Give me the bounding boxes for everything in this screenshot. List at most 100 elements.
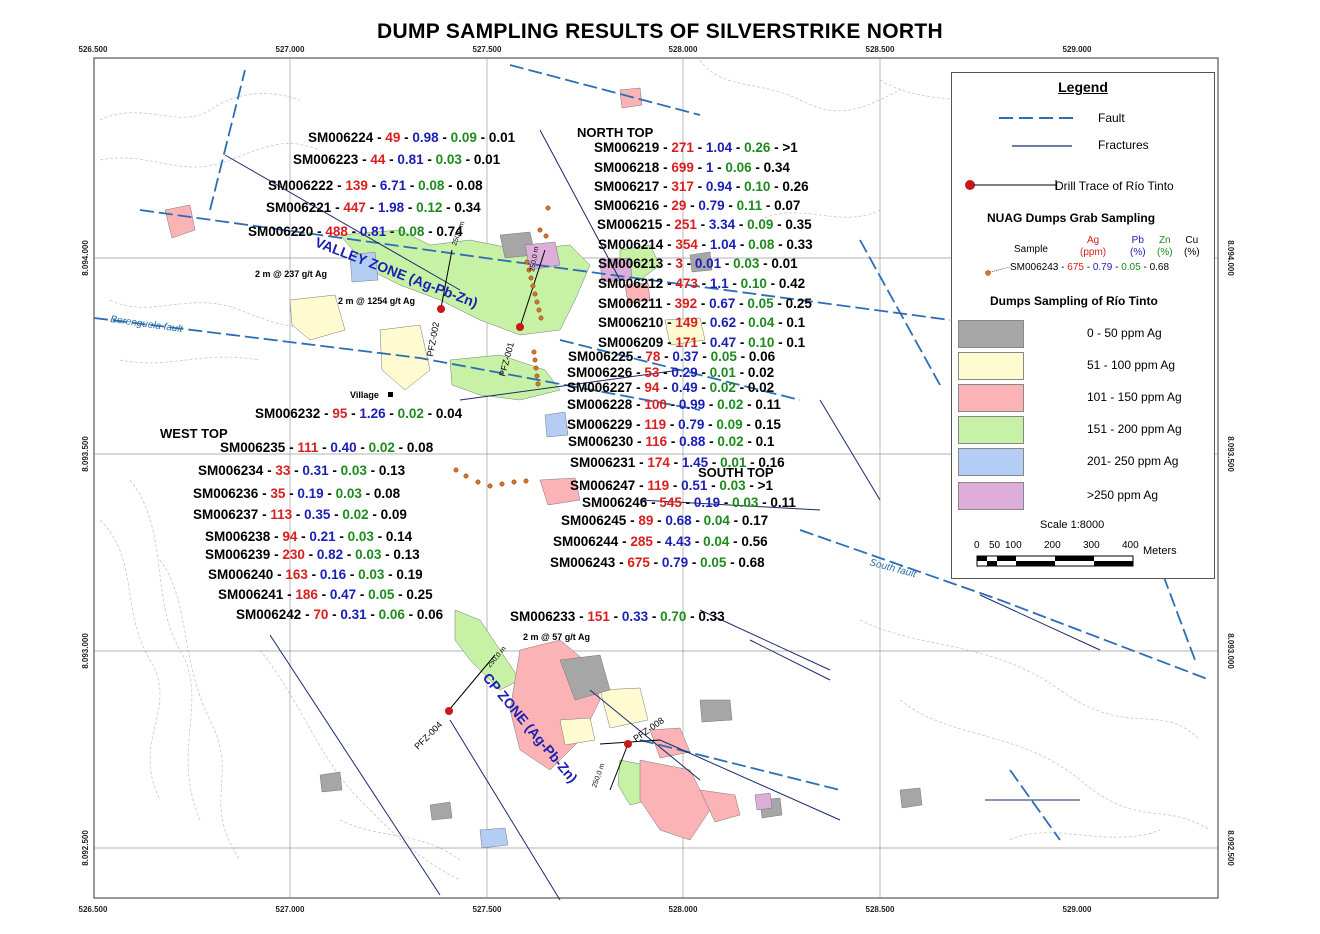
sample-pb: 0.16 — [320, 567, 347, 582]
sample-separator: - — [725, 198, 737, 213]
legend-drill-label: Drill Trace of Río Tinto — [1055, 179, 1174, 193]
sample-label: SM006234 - 33 - 0.31 - 0.03 - 0.13 — [198, 463, 406, 478]
sample-cu: 0.74 — [436, 224, 463, 239]
sample-separator: - — [735, 217, 747, 232]
sample-separator: - — [618, 534, 630, 549]
sample-separator: - — [270, 529, 282, 544]
sample-cu: >1 — [758, 478, 774, 493]
sample-separator: - — [713, 160, 725, 175]
sample-separator: - — [729, 534, 741, 549]
sample-separator: - — [663, 276, 675, 291]
sample-separator: - — [324, 486, 336, 501]
sample-label: SM006228 - 100 - 0.99 - 0.02 - 0.11 — [567, 397, 781, 412]
coord-x-bottom: 527.000 — [276, 905, 305, 914]
dump-blue — [349, 251, 379, 283]
sample-pb: 3.34 — [709, 217, 736, 232]
sample-separator: - — [660, 349, 672, 364]
sample-label: SM006230 - 116 - 0.88 - 0.02 - 0.1 — [568, 434, 775, 449]
sample-zn: 0.11 — [737, 198, 763, 213]
drill-depth: 250,0 m — [529, 246, 540, 272]
legend-panel: Legend Fault Fractures Drill Trace of Rí… — [951, 72, 1215, 579]
sample-separator: - — [736, 315, 748, 330]
sample-separator: - — [384, 567, 396, 582]
sample-pb: 4.43 — [665, 534, 692, 549]
fault-lines — [93, 64, 1211, 841]
sample-id: SM006220 — [248, 224, 313, 239]
sample-separator: - — [330, 507, 342, 522]
scale-tick: 400 — [1122, 540, 1139, 551]
legend-col-ag-unit: (ppm) — [1080, 247, 1107, 258]
sample-separator: - — [653, 513, 665, 528]
contour-lines — [99, 59, 1211, 881]
sample-separator: - — [575, 609, 587, 624]
sample-separator: - — [691, 534, 703, 549]
sample-ag: 113 — [270, 507, 292, 522]
sample-separator: - — [258, 486, 270, 501]
sample-separator: - — [698, 365, 710, 380]
sample-id: SM006231 — [570, 455, 636, 470]
legend-example: SM006243 - 675 - 0.79 - 0.05 - 0.68 — [1010, 262, 1170, 273]
legend-title: Legend — [1058, 79, 1108, 95]
dump-pink — [164, 204, 196, 239]
sample-separator: - — [698, 276, 710, 291]
legend-swatch-0 — [958, 320, 1024, 348]
dump-yellow — [559, 717, 596, 746]
sample-separator: - — [270, 547, 282, 562]
coord-x-top: 528.500 — [866, 45, 895, 54]
scale-tick: 300 — [1083, 540, 1100, 551]
sample-cu: 0.25 — [406, 587, 433, 602]
sample-id: SM006236 — [193, 486, 259, 501]
sample-separator: - — [698, 237, 710, 252]
south-top-label: SOUTH TOP — [698, 465, 774, 480]
legend-swatch-4 — [958, 448, 1024, 476]
sample-separator: - — [659, 140, 671, 155]
legend-class-5: >250 ppm Ag — [1087, 488, 1159, 502]
sample-cu: 0.11 — [755, 397, 781, 412]
coord-x-top: 529.000 — [1063, 45, 1092, 54]
sample-id: SM006210 — [598, 315, 663, 330]
sample-cu: 0.56 — [741, 534, 768, 549]
sample-cu: 0.33 — [698, 609, 725, 624]
sample-id: SM006238 — [205, 529, 271, 544]
legend-col-cu-name: Cu — [1185, 235, 1199, 246]
sample-separator: - — [367, 607, 379, 622]
sample-pb: 1 — [706, 160, 714, 175]
sample-pb: 0.01 — [695, 256, 722, 271]
sample-label: SM006240 - 163 - 0.16 - 0.03 - 0.19 — [208, 567, 423, 582]
sample-zn: 0.08 — [398, 224, 425, 239]
coord-y-left: 8.093.000 — [81, 633, 90, 669]
sample-id: SM006221 — [266, 200, 332, 215]
sample-separator: - — [736, 380, 748, 395]
sample-separator: - — [774, 315, 786, 330]
sample-separator: - — [632, 380, 644, 395]
sample-separator: - — [462, 152, 474, 167]
legend-col-cu: Cu (%) — [1184, 235, 1200, 259]
sample-separator: - — [682, 495, 694, 510]
sample-ag: 53 — [644, 365, 660, 380]
sample-pb: 0.33 — [622, 609, 649, 624]
sample-label: SM006215 - 251 - 3.34 - 0.09 - 0.35 — [597, 217, 812, 232]
sample-cu: 0.14 — [386, 529, 413, 544]
sample-separator: - — [659, 365, 671, 380]
dump-pink — [619, 87, 643, 109]
sample-cu: 0.19 — [396, 567, 422, 582]
legend-example-pb: 0.79 — [1092, 262, 1113, 273]
sample-ag: 447 — [343, 200, 366, 215]
sample-separator: - — [746, 455, 758, 470]
sample-pb: 1.04 — [706, 140, 733, 155]
legend-swatch-3 — [958, 416, 1024, 444]
sample-separator: - — [653, 534, 665, 549]
sample-ag: 100 — [644, 397, 667, 412]
sample-label: SM006243 - 675 - 0.79 - 0.05 - 0.68 — [550, 555, 765, 570]
sample-label: SM006241 - 186 - 0.47 - 0.05 - 0.25 — [218, 587, 433, 602]
fracture-legend-line — [1012, 145, 1072, 147]
sample-cu: 0.34 — [764, 160, 791, 175]
sample-zn: 0.02 — [369, 440, 395, 455]
sample-separator: - — [663, 256, 675, 271]
sample-cu: 0.06 — [749, 349, 776, 364]
sample-id: SM006216 — [594, 198, 660, 213]
legend-class-3: 151 - 200 ppm Ag — [1087, 422, 1182, 436]
sample-label: SM006246 - 545 - 0.19 - 0.03 - 0.11 — [582, 495, 796, 510]
sample-separator: - — [347, 406, 359, 421]
sample-zn: 0.04 — [703, 534, 730, 549]
